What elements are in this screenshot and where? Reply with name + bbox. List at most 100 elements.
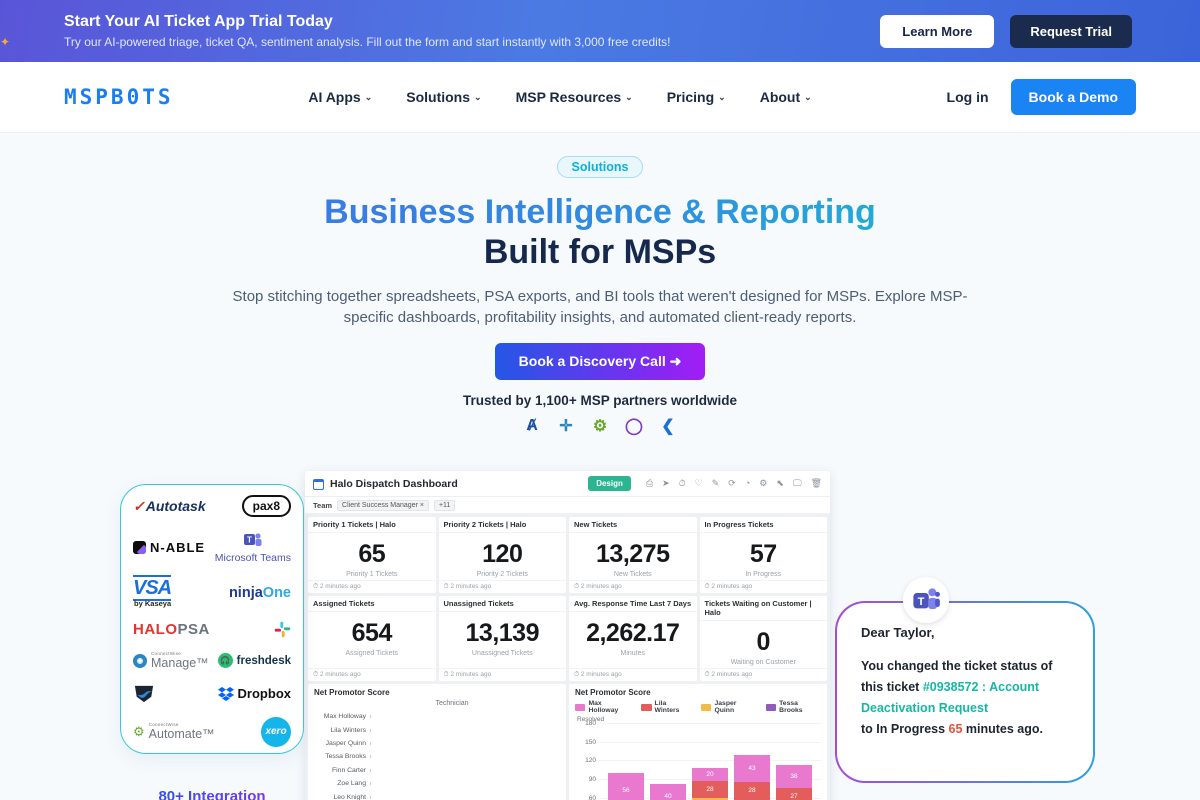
request-trial-button[interactable]: Request Trial	[1010, 14, 1132, 48]
mspbots-logo[interactable]: MSPB0TS	[64, 85, 174, 109]
kpi-tile: Assigned Tickets 654 Assigned Tickets ⏱ …	[308, 596, 436, 681]
kpi-tile: In Progress Tickets 57 In Progress ⏱ 2 m…	[699, 517, 827, 593]
tile-value: 65	[358, 540, 386, 568]
edit-icon[interactable]: ✎	[711, 478, 720, 488]
bar-segment: 20	[692, 768, 728, 781]
hero-section: Solutions Business Intelligence & Report…	[0, 132, 1200, 436]
tile-label: Unassigned Tickets	[471, 650, 533, 657]
nav-item-pricing[interactable]: Pricing ⌄	[666, 89, 726, 105]
hbar-row: Leo Knight	[314, 790, 560, 800]
team-filter-tag[interactable]: Client Success Manager ×	[337, 499, 429, 511]
tile-title: Unassigned Tickets	[438, 596, 566, 612]
tile-title: In Progress Tickets	[699, 517, 827, 533]
kpi-tile: Tickets Waiting on Customer | Halo 0 Wai…	[699, 596, 827, 681]
tile-label: Waiting on Customer	[730, 659, 796, 666]
tile-updated: ⏱ 2 minutes ago	[699, 668, 827, 681]
y-tick: 180	[581, 720, 821, 727]
chevron-down-icon: ⌄	[718, 91, 726, 102]
pax8-logo: pax8	[241, 495, 291, 517]
nav-item-solutions[interactable]: Solutions ⌄	[406, 89, 482, 105]
alarm-icon[interactable]: ⏱	[678, 478, 686, 488]
bar-segment	[692, 798, 728, 800]
favorite-icon[interactable]: ♡	[694, 478, 703, 488]
teams-message-card: T Dear Taylor, You changed the ticket st…	[835, 577, 1095, 783]
kpi-tile: New Tickets 13,275 New Tickets ⏱ 2 minut…	[569, 517, 697, 593]
y-tick: 150	[581, 739, 821, 746]
tile-title: Priority 1 Tickets | Halo	[308, 517, 436, 533]
connectwise-automate-logo: ⚙ ConnectWise Automate™	[133, 722, 215, 742]
vsa-kaseya-logo: VSA by Kaseya	[133, 574, 172, 608]
freshdesk-logo: 🎧 freshdesk	[217, 653, 291, 669]
pointer-icon[interactable]: ⬉	[776, 478, 784, 488]
legend-item: Tessa Brooks	[765, 700, 821, 714]
tile-updated: ⏱ 2 minutes ago	[308, 580, 436, 593]
nable-icon	[133, 540, 146, 554]
technician-label: Tessa Brooks	[325, 753, 366, 761]
legend-item: Max Holloway	[575, 700, 631, 714]
connectwise-compass-icon: ✛	[559, 418, 573, 435]
window-icon	[313, 478, 324, 490]
learn-more-button[interactable]: Learn More	[880, 14, 995, 48]
settings-icon[interactable]: ⚙	[759, 478, 768, 488]
history-icon[interactable]: ◔	[744, 478, 751, 488]
trusted-text: Trusted by 1,100+ MSP partners worldwide	[463, 393, 737, 408]
login-link[interactable]: Log in	[946, 89, 989, 105]
autotask-icon: Ⱥ	[526, 417, 538, 434]
bar-segment: 40	[650, 784, 686, 800]
ticket-link[interactable]: #0938572 : Account Deactivation Request	[861, 680, 1040, 715]
bar-segment: 43	[734, 755, 770, 783]
trash-icon[interactable]: 🗑	[810, 478, 822, 488]
ring-icon: ◯	[625, 418, 643, 435]
book-demo-button[interactable]: Book a Demo	[1010, 79, 1136, 115]
kaseya-icon: ❮	[661, 418, 675, 435]
halopsa-logo: HALOPSA	[133, 620, 210, 638]
technician-label: Jasper Quinn	[325, 739, 366, 747]
promo-banner: ✦ Start Your AI Ticket App Trial Today T…	[0, 0, 1200, 62]
tile-label: Priority 2 Tickets	[476, 571, 528, 578]
technician-label: Zoe Lang	[337, 780, 366, 788]
tile-value: 0	[756, 628, 771, 656]
chart-title: Net Promotor Score	[314, 688, 390, 697]
technician-label: Max Holloway	[323, 713, 366, 721]
hbar-row: Max Holloway	[314, 710, 560, 723]
cursor-icon[interactable]: ➤	[662, 478, 670, 488]
design-button[interactable]: Design	[588, 476, 631, 491]
print-icon[interactable]: ⎙	[645, 478, 654, 488]
nav-item-msp-resources[interactable]: MSP Resources ⌄	[515, 89, 633, 105]
nav-item-ai-apps[interactable]: AI Apps ⌄	[308, 89, 373, 105]
discovery-call-button[interactable]: Book a Discovery Call ➜	[494, 343, 706, 380]
tile-value: 13,275	[596, 540, 670, 568]
team-filter-more[interactable]: +11	[433, 499, 456, 511]
partner-logos: Ⱥ ✛ ⚙ ◯ ❮	[0, 416, 1200, 436]
tile-title: Priority 2 Tickets | Halo	[438, 517, 566, 533]
teams-icon: T	[913, 588, 940, 610]
teams-badge: T	[903, 577, 949, 623]
tile-label: New Tickets	[613, 571, 652, 578]
hbar-row: Lila Winters	[314, 723, 560, 736]
nav-menu: AI Apps ⌄ Solutions ⌄ MSP Resources ⌄ Pricing ⌄…	[174, 89, 947, 105]
halo-dashboard-window: Halo Dispatch Dashboard Design ⎙ ➤ ⏱ ♡ ✎ ⟳ ◔ ⚙ ⬉…	[305, 471, 830, 800]
chevron-down-icon: ⌄	[364, 91, 373, 102]
stacked-bar: 402738	[776, 764, 812, 800]
legend-item: Lila Winters	[641, 700, 691, 714]
chart-title: Net Promotor Score	[575, 688, 651, 697]
hbar-row: Tessa Brooks	[314, 750, 560, 763]
refresh-icon[interactable]: ⟳	[728, 478, 736, 488]
team-filter-label: Team	[313, 500, 333, 510]
tile-updated: ⏱ 2 minutes ago	[569, 580, 697, 593]
bar-segment: 27	[776, 788, 812, 800]
bar-segment: 28	[734, 782, 770, 800]
main-navigation: MSPB0TS AI Apps ⌄ Solutions ⌄ MSP Resources ⌄…	[0, 62, 1200, 132]
message-greeting: Dear Taylor,	[861, 625, 935, 640]
slack-icon	[274, 621, 291, 638]
monitor-icon[interactable]: 🖵	[792, 478, 802, 488]
shield-check-icon	[134, 685, 154, 702]
hero-description: Stop stitching together spreadsheets, PS…	[232, 288, 968, 326]
chevron-down-icon: ⌄	[625, 91, 633, 102]
nable-logo: N-ABLE	[133, 540, 205, 555]
nav-item-about[interactable]: About ⌄	[759, 89, 812, 105]
teams-icon: T	[243, 533, 262, 547]
nps-stacked-chart-panel: Net Promotor Score Max Holloway Lila Wint…	[569, 684, 827, 800]
ninjaone-logo: ninjaOne	[228, 584, 291, 601]
